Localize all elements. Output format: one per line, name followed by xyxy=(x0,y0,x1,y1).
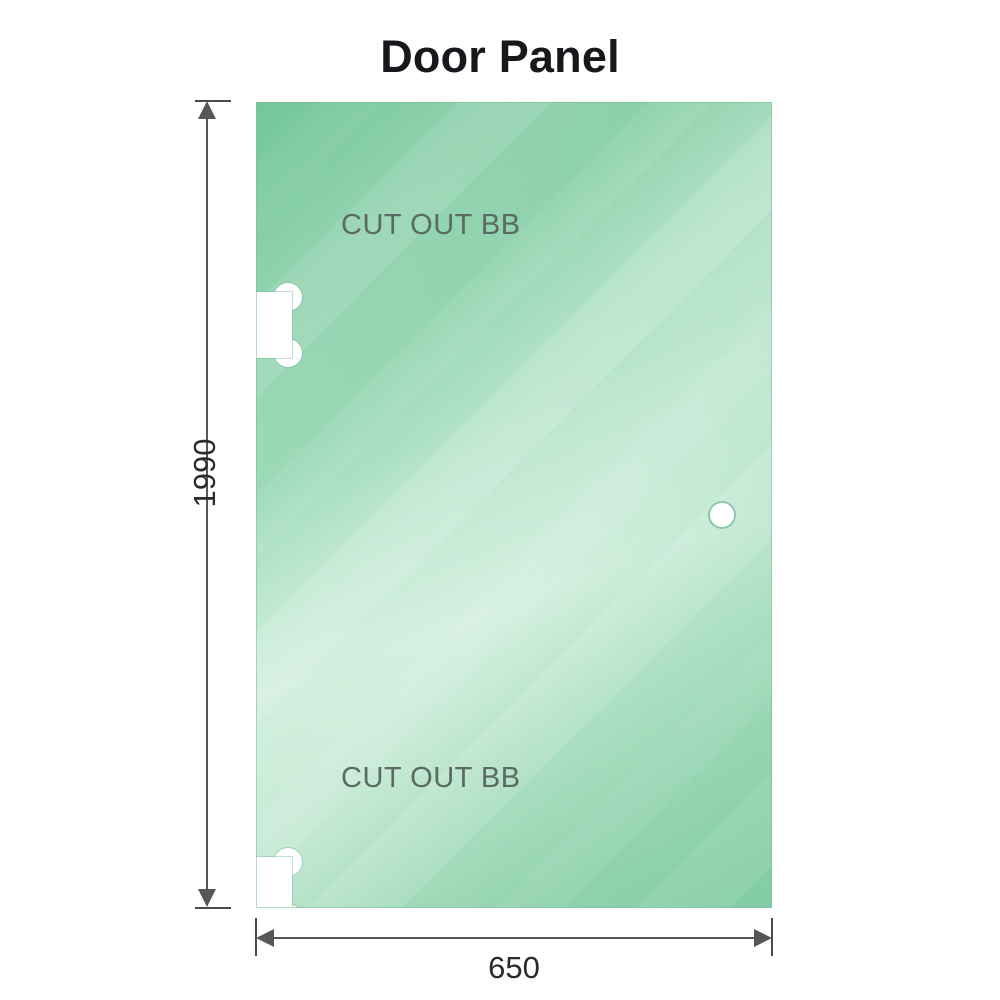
cutout-notch-top xyxy=(256,283,302,367)
panel-sheen-overlay xyxy=(256,102,772,908)
dim-arrow-down xyxy=(198,889,216,907)
handle-hole-icon xyxy=(710,503,734,527)
page-title: Door Panel xyxy=(380,31,620,82)
dim-label-width: 650 xyxy=(488,950,540,985)
dim-extension-tick-right xyxy=(771,918,773,956)
cutout-notch-bottom xyxy=(256,848,302,908)
cutout-joiner xyxy=(258,858,292,908)
dim-arrow-right xyxy=(754,929,772,947)
dim-arrow-left xyxy=(256,929,274,947)
cutout-label-bottom: CUT OUT BB xyxy=(341,762,521,794)
dim-arrow-up xyxy=(198,101,216,119)
dim-label-height: 1990 xyxy=(187,438,222,508)
cutout-label-top: CUT OUT BB xyxy=(341,209,521,241)
dim-extension-tick-bottom xyxy=(195,907,231,909)
glass-door-panel xyxy=(256,102,772,908)
dim-line-width xyxy=(259,937,769,939)
dim-line-height xyxy=(206,104,208,904)
cutout-joiner xyxy=(258,293,292,357)
